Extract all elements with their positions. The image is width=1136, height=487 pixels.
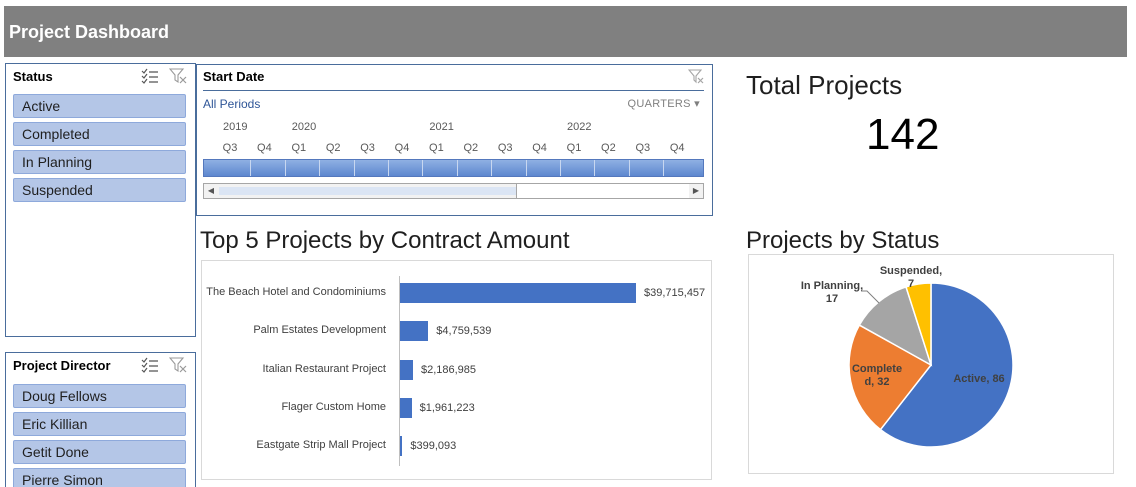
dashboard-header: Project Dashboard	[4, 6, 1127, 57]
timeline-quarter-label[interactable]: Q2	[463, 142, 479, 154]
timeline-level-label: QUARTERS	[627, 98, 691, 110]
pie-slice-in-planning[interactable]	[858, 285, 933, 367]
timeline-period-divider	[663, 160, 665, 176]
timeline-year-label: 2020	[291, 121, 317, 133]
director-item-pierre-simon[interactable]: Pierre Simon	[13, 468, 186, 487]
timeline-quarter-label[interactable]: Q4	[669, 142, 685, 154]
kpi-value: 142	[866, 110, 940, 159]
pie-slice-completed[interactable]	[848, 324, 933, 431]
timeline-period-divider	[594, 160, 596, 176]
clear-filter-icon[interactable]	[169, 68, 187, 84]
timeline-period-divider	[284, 160, 286, 176]
timeline-quarter-label[interactable]: Q3	[360, 142, 375, 154]
timeline-year-label: 2019	[223, 121, 248, 133]
start-date-timeline: Start Date All Periods QUARTERS ▾ 2019 20…	[196, 64, 713, 216]
scroll-right-icon[interactable]: ▶	[692, 186, 700, 195]
timeline-period-divider	[525, 160, 527, 176]
bar-mark[interactable]	[400, 359, 413, 380]
scroll-left-icon[interactable]: ◀	[207, 186, 215, 195]
bar-mark[interactable]	[400, 397, 412, 418]
timeline-period-divider	[628, 160, 630, 176]
director-slicer-title: Project Director	[13, 358, 111, 373]
director-item-eric-killian[interactable]: Eric Killian	[13, 412, 186, 436]
timeline-period-divider	[319, 160, 321, 176]
timeline-quarter-label[interactable]: Q4	[532, 142, 547, 154]
status-slicer: Status Active Completed In Planning Susp…	[5, 63, 196, 337]
status-item-suspended[interactable]: Suspended	[13, 178, 186, 202]
status-item-completed[interactable]: Completed	[13, 122, 186, 146]
bar-category-label: Palm Estates Development	[253, 324, 386, 337]
pie-slice-active[interactable]	[879, 282, 1014, 448]
bar-mark[interactable]	[400, 321, 429, 342]
pie-leader-line	[861, 290, 880, 304]
timeline-level-dropdown[interactable]: QUARTERS ▾	[627, 97, 700, 110]
director-item-doug-fellows[interactable]: Doug Fellows	[13, 384, 186, 408]
bar-chart-title: Top 5 Projects by Contract Amount	[200, 227, 570, 254]
timeline-periods-label: All Periods	[203, 97, 261, 111]
bar-category-label: Eastgate Strip Mall Project	[256, 439, 386, 452]
timeline-period-divider	[491, 160, 493, 176]
timeline-quarter-label[interactable]: Q2	[325, 142, 341, 154]
clear-filter-icon[interactable]	[169, 357, 187, 373]
bar-mark[interactable]	[400, 283, 636, 303]
director-slicer: Project Director Doug Fellows Eric Killi…	[5, 352, 196, 487]
timeline-scrollbar[interactable]: ◀ ▶	[203, 183, 704, 199]
scrollbar-thumb[interactable]	[516, 184, 689, 198]
timeline-period-divider	[560, 160, 561, 176]
kpi-label: Total Projects	[746, 70, 903, 100]
status-pie-chart[interactable]: Active, 86 Complete d, 32 In Planning, 17 S…	[748, 254, 1114, 474]
bar-value-label: $1,961,223	[419, 401, 475, 414]
pie-chart-title: Projects by Status	[746, 227, 940, 254]
timeline-year-label: 2022	[567, 121, 592, 133]
pie-data-label: In Planning, 17	[800, 280, 864, 305]
pie-slice-suspended[interactable]	[905, 282, 932, 366]
timeline-quarter-label[interactable]: Q3	[635, 142, 651, 154]
bar-category-label: Flager Custom Home	[281, 400, 386, 413]
bar-category-label: The Beach Hotel and Condominiums	[206, 286, 386, 298]
pie-data-label: Active, 86	[953, 373, 1005, 385]
timeline-year-label: 2021	[429, 121, 454, 133]
timeline-quarter-label[interactable]: Q3	[497, 142, 513, 154]
timeline-period-divider	[388, 160, 389, 176]
status-slicer-title: Status	[13, 69, 53, 84]
pie-data-label: Suspended, 7	[879, 265, 943, 290]
timeline-quarter-label[interactable]: Q3	[222, 142, 238, 154]
timeline-quarter-label[interactable]: Q2	[601, 142, 616, 154]
bar-value-label: $399,093	[410, 440, 457, 453]
timeline-divider	[203, 90, 704, 91]
clear-filter-icon[interactable]	[688, 69, 704, 85]
timeline-quarter-label[interactable]: Q4	[394, 142, 410, 154]
bar-value-label: $2,186,985	[420, 363, 477, 376]
status-item-in-planning[interactable]: In Planning	[13, 150, 186, 174]
status-item-active[interactable]: Active	[13, 94, 186, 118]
pie-data-label: Complete d, 32	[851, 363, 903, 388]
director-item-getit-done[interactable]: Getit Done	[13, 440, 186, 464]
bar-mark[interactable]	[400, 436, 403, 457]
timeline-period-divider	[422, 160, 424, 176]
bar-value-label: $39,715,457	[644, 287, 706, 299]
timeline-period-divider	[250, 160, 252, 176]
multi-select-icon[interactable]	[141, 68, 159, 84]
bar-chart-axis	[399, 276, 400, 466]
timeline-quarter-label[interactable]: Q4	[257, 142, 272, 154]
pie-svg	[848, 282, 1014, 448]
top-projects-bar-chart[interactable]: The Beach Hotel and Condominiums $39,715,…	[201, 260, 712, 480]
timeline-quarter-label[interactable]: Q1	[566, 142, 582, 154]
multi-select-icon[interactable]	[141, 357, 159, 373]
bar-value-label: $4,759,539	[436, 325, 492, 338]
chevron-down-icon: ▾	[694, 98, 700, 110]
timeline-title: Start Date	[203, 69, 265, 84]
scrollbar-track[interactable]	[219, 187, 516, 195]
dashboard-title: Project Dashboard	[9, 22, 170, 42]
timeline-period-divider	[456, 160, 458, 176]
timeline-quarter-label[interactable]: Q1	[291, 142, 307, 154]
timeline-quarter-label[interactable]: Q1	[429, 142, 444, 154]
bar-category-label: Italian Restaurant Project	[262, 362, 386, 375]
timeline-period-bar[interactable]	[203, 159, 704, 177]
timeline-period-divider	[353, 160, 355, 176]
